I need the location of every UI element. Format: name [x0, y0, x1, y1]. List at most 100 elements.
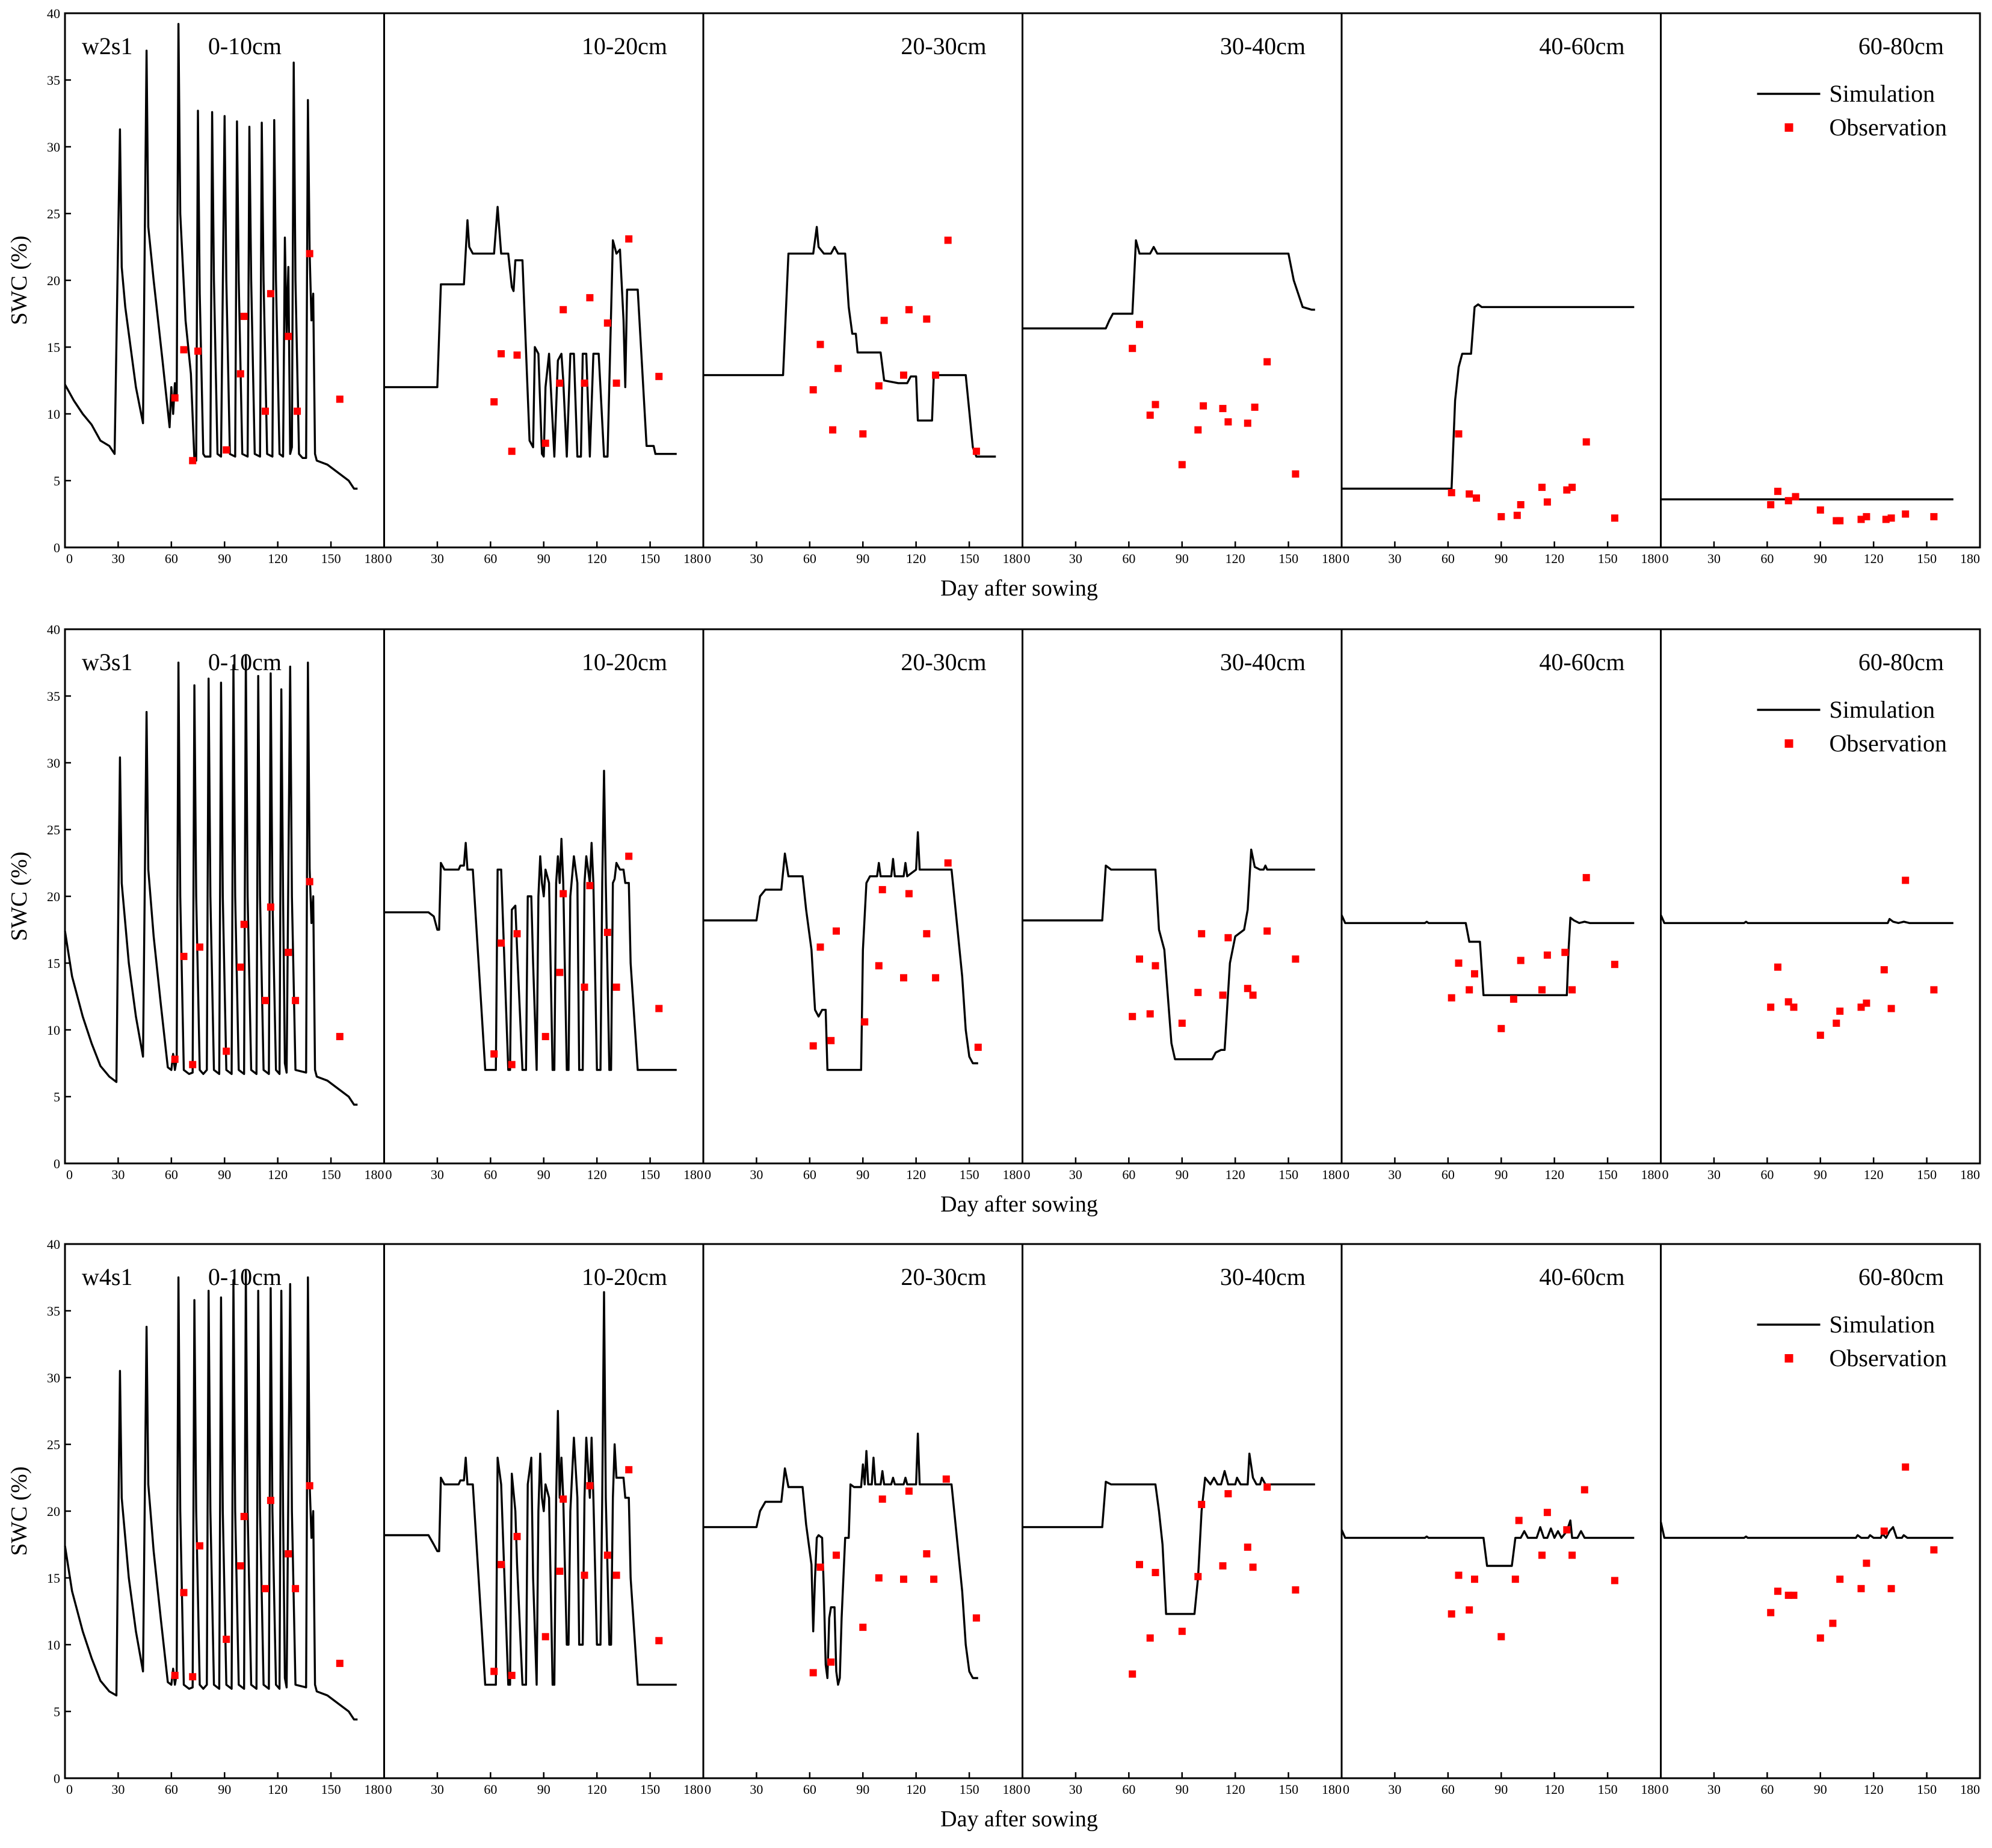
y-tick-label: 20 — [47, 889, 60, 904]
observation-point — [875, 382, 883, 390]
y-tick-label: 15 — [47, 956, 60, 971]
observation-point — [944, 236, 952, 244]
panel-frame — [1022, 1243, 1343, 1779]
x-tick-label: 30 — [750, 1782, 763, 1797]
observation-point — [1930, 513, 1938, 520]
x-tick-label: 60 — [165, 551, 178, 566]
simulation-line — [1340, 1519, 1635, 1567]
observation-point — [581, 1571, 588, 1579]
observation-point — [1466, 490, 1473, 498]
observation-point — [923, 1550, 931, 1557]
y-tick-label: 5 — [54, 473, 60, 488]
observation-point — [581, 984, 588, 991]
observation-point — [490, 398, 498, 405]
legend-observation-label: Observation — [1830, 1344, 1947, 1372]
x-tick-label: 180 — [1960, 1782, 1980, 1797]
observation-point — [586, 882, 594, 890]
x-tick-label: 150 — [960, 1167, 979, 1182]
observation-point — [1448, 994, 1455, 1002]
panel-depth-title: 10-20cm — [582, 1263, 667, 1290]
x-tick-label: 180 — [1322, 1782, 1342, 1797]
x-tick-label: 180 — [683, 1167, 703, 1182]
observation-point — [1543, 498, 1551, 506]
panel-depth-title: 0-10cm — [208, 1263, 282, 1290]
observation-point — [306, 1482, 313, 1489]
observation-point — [1194, 988, 1202, 996]
legend-simulation-label: Simulation — [1830, 1311, 1935, 1338]
observation-point — [508, 1061, 516, 1068]
observation-point — [1816, 1634, 1824, 1642]
observation-point — [923, 315, 931, 323]
observation-point — [1517, 501, 1525, 508]
observation-point — [541, 1033, 549, 1041]
simulation-line — [1022, 848, 1315, 1061]
observation-point — [875, 1574, 883, 1582]
panel-w2s1-0-10cm: 0 30 60 90 120 150 180 0 5 10 15 20 25 30 35 40 0-10cm w2… — [47, 6, 385, 566]
observation-point — [508, 1672, 516, 1680]
panel-depth-title: 30-40cm — [1220, 648, 1306, 676]
observation-point — [586, 1482, 594, 1489]
observation-point — [1863, 999, 1870, 1007]
x-tick-label: 0 — [66, 551, 73, 566]
observation-point — [861, 1018, 869, 1026]
panel-depth-title: 60-80cm — [1858, 1263, 1944, 1290]
x-tick-label: 0 — [1662, 1167, 1669, 1182]
observation-point — [1790, 1591, 1798, 1599]
simulation-line — [1659, 1521, 1953, 1539]
observation-point — [1178, 461, 1186, 469]
x-tick-label: 0 — [1662, 551, 1669, 566]
panel-frame — [64, 12, 385, 549]
observation-point — [612, 984, 620, 991]
observation-point — [1198, 930, 1206, 938]
y-tick-label: 15 — [47, 1571, 60, 1586]
y-tick-label: 5 — [54, 1089, 60, 1104]
panel-w3s1-10-20cm: 0 30 60 90 120 150 180 10-20cm — [383, 628, 705, 1182]
observation-point — [1136, 955, 1143, 963]
x-tick-label: 90 — [218, 1167, 231, 1182]
x-tick-label: 0 — [1343, 1782, 1349, 1797]
x-tick-label: 90 — [1814, 1167, 1827, 1182]
observation-point — [875, 962, 883, 970]
simulation-line — [384, 769, 677, 1071]
panel-depth-title: 40-60cm — [1539, 1263, 1624, 1290]
observation-point — [816, 943, 824, 951]
x-tick-label: 0 — [1343, 1167, 1349, 1182]
observation-point — [603, 1551, 611, 1559]
observation-point — [285, 333, 292, 340]
x-tick-label: 30 — [1069, 1167, 1082, 1182]
observation-point — [1244, 1543, 1251, 1551]
x-tick-label: 0 — [705, 551, 711, 566]
panel-frame — [702, 628, 1023, 1165]
x-tick-label: 30 — [431, 551, 444, 566]
observation-point — [900, 1575, 907, 1583]
x-tick-label: 0 — [386, 551, 392, 566]
panel-w4s1-20-30cm: 0 30 60 90 120 150 180 20-30cm — [702, 1243, 1023, 1797]
observation-point — [336, 395, 344, 403]
panel-w4s1-10-20cm: 0 30 60 90 120 150 180 10-20cm — [383, 1243, 705, 1797]
simulation-line — [703, 1432, 978, 1686]
observation-point — [1836, 1007, 1844, 1015]
observation-point — [240, 920, 248, 928]
x-tick-label: 180 — [1322, 551, 1342, 566]
x-tick-label: 150 — [1278, 1167, 1298, 1182]
legend-simulation-label: Simulation — [1830, 696, 1935, 723]
observation-point — [1836, 1575, 1844, 1583]
x-tick-label: 60 — [803, 551, 816, 566]
observation-point — [294, 407, 301, 415]
observation-point — [306, 878, 313, 886]
observation-point — [1836, 517, 1844, 525]
panel-depth-title: 60-80cm — [1858, 32, 1944, 60]
x-tick-label: 120 — [1544, 551, 1564, 566]
observation-point — [816, 1563, 824, 1571]
observation-point — [1816, 506, 1824, 514]
x-tick-label: 90 — [218, 1782, 231, 1797]
observation-point — [1568, 986, 1576, 994]
observation-point — [292, 997, 300, 1005]
simulation-line — [703, 831, 978, 1071]
observation-point — [1249, 991, 1257, 999]
x-tick-label: 60 — [484, 551, 497, 566]
panel-w2s1-20-30cm: 0 30 60 90 120 150 180 20-30cm — [702, 12, 1023, 566]
observation-point — [1448, 489, 1455, 496]
observation-point — [1543, 1509, 1551, 1517]
observation-point — [306, 250, 313, 257]
